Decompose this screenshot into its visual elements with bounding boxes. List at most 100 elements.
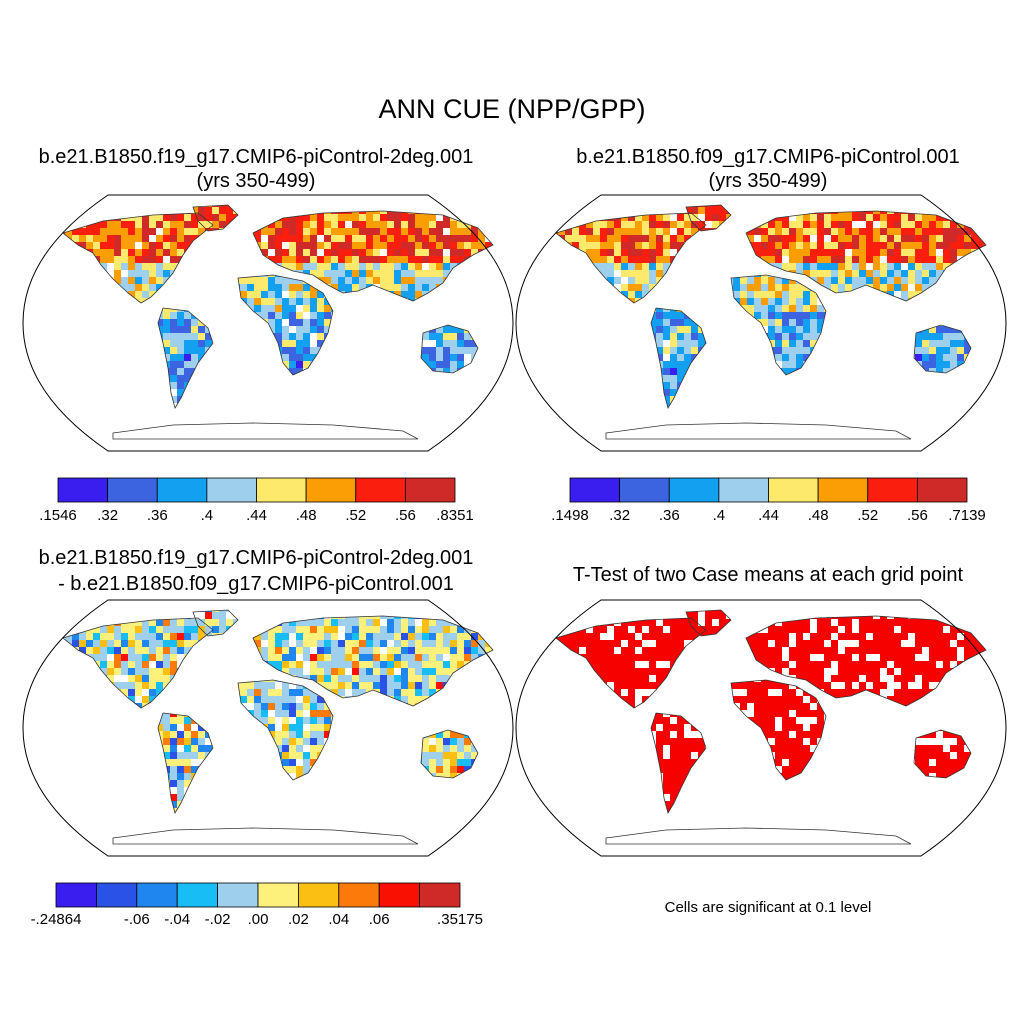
coastline-greenland: [685, 204, 732, 232]
labelbar-box: [569, 477, 621, 503]
labelbar-box: [338, 882, 380, 908]
labelbar-tick-label: .56: [394, 507, 416, 524]
labelbar-tick-label: .04: [328, 911, 350, 928]
main-title: ANN CUE (NPP/GPP): [378, 94, 646, 124]
labelbar-box: [107, 477, 158, 503]
land-cells: [556, 610, 986, 844]
coastline-africa: [730, 274, 827, 376]
coastline-australia: [913, 324, 972, 374]
coastline-greenland: [192, 609, 239, 637]
coastline-australia: [420, 729, 479, 779]
labelbar-box: [378, 882, 421, 908]
labelbar-tick-label: -.02: [204, 911, 231, 928]
labelbar-box: [817, 477, 869, 503]
labelbar-box: [136, 882, 178, 908]
panel-1-title: b.e21.B1850.f19_g17.CMIP6-piControl-2deg…: [38, 146, 474, 168]
coastline-europe-asia: [745, 210, 987, 302]
map-border: [515, 599, 1007, 857]
labelbar-box: [96, 882, 138, 908]
map-panel-4: [515, 599, 1007, 857]
map-border: [515, 194, 1007, 452]
labelbar-tick-label: .35175: [437, 911, 483, 928]
coastline-north-america: [555, 617, 707, 709]
map-border: [22, 599, 514, 857]
labelbar-tick-label: .4: [712, 507, 726, 524]
labelbar-box: [217, 882, 259, 908]
coastline-south-america: [650, 712, 707, 815]
coastline-greenland: [192, 204, 239, 232]
panel-3-title: b.e21.B1850.f19_g17.CMIP6-piControl-2deg…: [38, 547, 474, 569]
labelbar-tick-label: .48: [807, 507, 829, 524]
labelbar-tick-label: .36: [146, 507, 168, 524]
labelbar-box: [404, 477, 456, 503]
labelbar-tick-label: .7139: [948, 507, 986, 524]
panel-3-subtitle: - b.e21.B1850.f09_g17.CMIP6-piControl.00…: [58, 573, 454, 595]
map-panel-1: [22, 194, 514, 452]
map-panel-3: [22, 599, 514, 857]
labelbar-box: [176, 882, 218, 908]
labelbar-tick-label: .44: [246, 507, 267, 524]
coastline-africa: [730, 679, 827, 781]
coastline-south-america: [650, 307, 707, 410]
labelbar-box: [768, 477, 819, 503]
labelbar-box: [305, 477, 357, 503]
labelbar-tick-label: .36: [658, 507, 680, 524]
coastline-antarctica: [112, 422, 419, 440]
coastline-greenland: [685, 609, 732, 637]
labelbar-box: [419, 882, 461, 908]
coastline-europe-asia: [252, 615, 494, 707]
labelbar-tick-label: .52: [345, 507, 367, 524]
labelbar-box: [257, 882, 299, 908]
labelbar-tick-label: -.04: [164, 911, 191, 928]
coastline-africa: [237, 274, 334, 376]
labelbar-tick-label: .8351: [436, 507, 474, 524]
coastline-antarctica: [605, 827, 912, 845]
labelbar-panel-2: [569, 477, 968, 503]
coastline-north-america: [62, 212, 214, 304]
panel-2-subtitle: (yrs 350-499): [708, 170, 828, 192]
land-cells: [63, 610, 493, 844]
map-border: [22, 194, 514, 452]
significance-note: Cells are significant at 0.1 level: [664, 899, 872, 916]
labelbar-tick-label: .1498: [551, 507, 589, 524]
labelbar-panel-3: [55, 882, 461, 908]
labelbar-box: [206, 477, 257, 503]
land-cells: [63, 205, 493, 439]
labelbar-box: [55, 882, 97, 908]
labelbar-tick-label: .52: [857, 507, 879, 524]
coastline-australia: [420, 324, 479, 374]
labelbar-box: [57, 477, 109, 503]
coastline-europe-asia: [745, 615, 987, 707]
coastline-north-america: [62, 617, 214, 709]
coastline-antarctica: [605, 422, 912, 440]
coastline-africa: [237, 679, 334, 781]
coastline-south-america: [157, 307, 214, 410]
coastline-north-america: [555, 212, 707, 304]
labelbar-tick-label: .32: [609, 507, 631, 524]
land-cells: [556, 205, 986, 439]
labelbar-tick-label: .06: [368, 911, 390, 928]
labelbar-tick-label: .44: [758, 507, 779, 524]
labelbar-tick-label: .32: [97, 507, 119, 524]
labelbar-box: [297, 882, 340, 908]
labelbar-tick-label: -.24864: [30, 911, 82, 928]
coastline-south-america: [157, 712, 214, 815]
coastline-australia: [913, 729, 972, 779]
labelbar-box: [619, 477, 670, 503]
panel-2-title: b.e21.B1850.f09_g17.CMIP6-piControl.001: [576, 146, 960, 168]
panel-4-title: T-Test of two Case means at each grid po…: [572, 564, 964, 586]
labelbar-tick-label: .56: [906, 507, 928, 524]
labelbar-box: [916, 477, 968, 503]
labelbar-box: [256, 477, 307, 503]
labelbar-tick-label: .1546: [39, 507, 77, 524]
labelbar-box: [718, 477, 769, 503]
labelbar-panel-1: [57, 477, 456, 503]
labelbar-tick-label: -.06: [123, 911, 150, 928]
map-panel-2: [515, 194, 1007, 452]
labelbar-box: [668, 477, 720, 503]
labelbar-box: [156, 477, 208, 503]
coastline-antarctica: [112, 827, 419, 845]
labelbar-tick-label: .02: [287, 911, 309, 928]
labelbar-box: [355, 477, 406, 503]
labelbar-tick-label: .48: [295, 507, 317, 524]
